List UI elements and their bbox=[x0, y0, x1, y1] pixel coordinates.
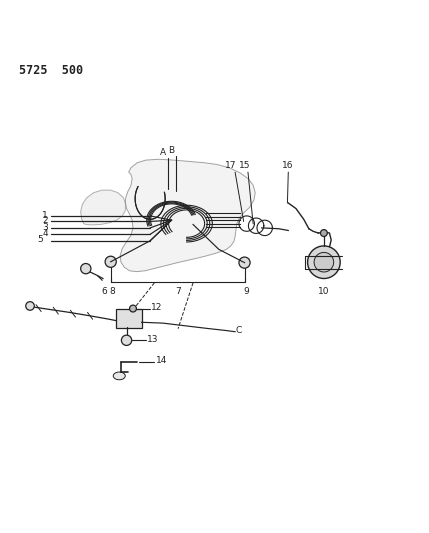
FancyBboxPatch shape bbox=[116, 309, 142, 328]
Circle shape bbox=[323, 248, 330, 255]
Text: 1: 1 bbox=[42, 211, 48, 220]
Text: 10: 10 bbox=[318, 287, 329, 296]
Circle shape bbox=[239, 257, 250, 268]
Text: C: C bbox=[235, 326, 242, 335]
Text: A: A bbox=[160, 148, 166, 157]
Text: 14: 14 bbox=[156, 356, 167, 365]
Circle shape bbox=[26, 302, 34, 310]
Text: 6: 6 bbox=[101, 287, 107, 296]
Text: B: B bbox=[168, 147, 174, 156]
Text: 3: 3 bbox=[42, 223, 48, 231]
Text: 5725  500: 5725 500 bbox=[19, 64, 83, 77]
Text: 7: 7 bbox=[175, 287, 181, 296]
Text: 17: 17 bbox=[225, 161, 236, 171]
Text: 16: 16 bbox=[282, 161, 293, 171]
Text: 4: 4 bbox=[42, 229, 48, 238]
Text: 8: 8 bbox=[109, 287, 115, 296]
Circle shape bbox=[320, 230, 327, 237]
Text: 15: 15 bbox=[239, 161, 250, 171]
Circle shape bbox=[130, 305, 136, 312]
Ellipse shape bbox=[113, 372, 125, 379]
Circle shape bbox=[81, 263, 91, 274]
Text: 5: 5 bbox=[37, 236, 43, 245]
Circle shape bbox=[121, 335, 132, 345]
Polygon shape bbox=[120, 159, 255, 272]
Text: 13: 13 bbox=[147, 335, 159, 343]
Polygon shape bbox=[81, 190, 126, 225]
Text: 9: 9 bbox=[244, 287, 250, 296]
Circle shape bbox=[308, 246, 340, 279]
Text: 2: 2 bbox=[42, 216, 48, 225]
Circle shape bbox=[314, 253, 334, 272]
Circle shape bbox=[105, 256, 116, 268]
Text: 11: 11 bbox=[128, 317, 139, 326]
Text: 12: 12 bbox=[151, 303, 163, 312]
